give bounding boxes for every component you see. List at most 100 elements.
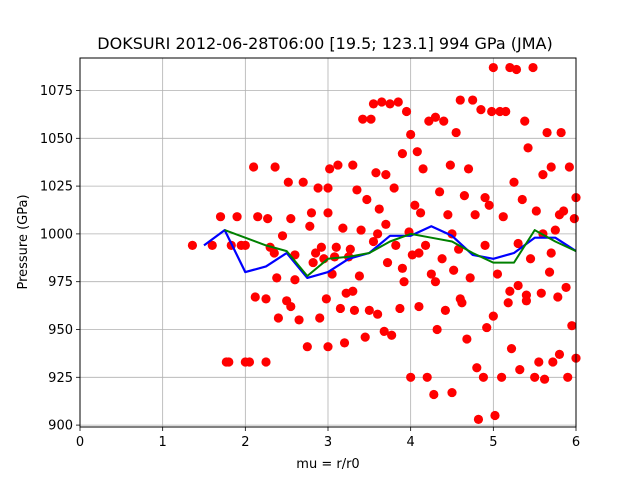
scatter-point xyxy=(397,148,407,159)
scatter-point xyxy=(435,187,445,197)
scatter-point xyxy=(339,338,350,348)
scatter-point xyxy=(325,164,335,174)
y-tick-label: 900 xyxy=(48,419,73,434)
scatter-point xyxy=(302,342,312,352)
scatter-point xyxy=(397,263,407,273)
scatter-point xyxy=(509,177,519,187)
scatter-point xyxy=(546,248,556,258)
scatter-point xyxy=(521,296,532,306)
scatter-point xyxy=(505,286,515,296)
scatter-point xyxy=(207,240,217,250)
chart-title: DOKSURI 2012-06-28T06:00 [19.5; 123.1] 9… xyxy=(97,34,552,53)
scatter-point xyxy=(358,114,368,124)
scatter-point xyxy=(391,240,401,250)
scatter-point xyxy=(455,95,465,105)
scatter-point xyxy=(415,208,426,218)
scatter-point xyxy=(414,248,424,258)
scatter-point xyxy=(323,208,333,218)
scatter-point xyxy=(249,162,259,172)
scatter-point xyxy=(563,372,573,382)
scatter-point xyxy=(338,223,348,233)
scatter-point xyxy=(482,322,492,333)
scatter-point xyxy=(473,414,484,424)
y-tick-label: 1050 xyxy=(40,132,73,147)
scatter-point xyxy=(447,387,457,398)
x-axis-label: mu = r/r0 xyxy=(296,457,359,472)
scatter-point xyxy=(187,240,198,250)
scatter-point xyxy=(311,248,321,258)
scatter-point xyxy=(517,194,527,205)
line-series xyxy=(203,225,577,279)
scatter-point xyxy=(270,162,280,172)
scatter-point xyxy=(356,225,366,235)
scatter-point xyxy=(480,240,490,250)
y-tick-label: 1075 xyxy=(40,84,73,99)
scatter-point xyxy=(316,242,326,252)
scatter-point xyxy=(513,238,523,249)
scatter-point xyxy=(406,372,416,382)
scatter-point xyxy=(321,294,331,304)
scatter-point xyxy=(539,374,550,384)
scatter-point xyxy=(447,229,457,239)
scatter-point xyxy=(440,305,450,315)
scatter-point xyxy=(501,106,511,117)
scatter-point xyxy=(368,99,379,109)
y-tick-label: 1025 xyxy=(40,180,73,195)
x-tick-label: 0 xyxy=(76,435,84,450)
scatter-point xyxy=(294,315,304,325)
scatter-point xyxy=(298,177,308,187)
scatter-point xyxy=(484,200,494,210)
scatter-point xyxy=(371,168,381,178)
scatter-point xyxy=(480,192,490,203)
scatter-point xyxy=(506,344,517,354)
scatter-point xyxy=(244,357,255,367)
scatter-point xyxy=(224,357,234,367)
scatter-point xyxy=(352,185,362,195)
scatter-point xyxy=(455,294,465,304)
scatter-point xyxy=(286,214,296,224)
scatter-point xyxy=(548,357,558,367)
scatter-point xyxy=(406,129,416,140)
green-series-line xyxy=(224,229,577,277)
scatter-point xyxy=(439,116,449,126)
scatter-point xyxy=(429,389,439,400)
scatter-point xyxy=(430,112,441,122)
scatter-point xyxy=(544,267,555,277)
scatter-point xyxy=(323,342,333,352)
scatter-point xyxy=(437,254,447,264)
scatter-point xyxy=(362,194,372,205)
scatter-point xyxy=(418,164,428,174)
scatter-point xyxy=(277,231,288,241)
x-tick-label: 3 xyxy=(324,435,332,450)
scatter-point xyxy=(488,62,498,73)
x-tick-label: 5 xyxy=(489,435,497,450)
scatter-point xyxy=(395,303,405,314)
scatter-point xyxy=(511,64,522,75)
scatter-point xyxy=(503,298,513,308)
scatter-point xyxy=(315,313,325,323)
scatter-point xyxy=(430,277,441,287)
y-tick-label: 975 xyxy=(48,275,73,290)
scatter-point xyxy=(553,292,563,302)
scatter-point xyxy=(385,99,395,109)
scatter-point xyxy=(381,219,391,229)
scatter-point xyxy=(488,311,498,321)
scatter-point xyxy=(306,208,317,218)
scatter-point xyxy=(451,127,461,138)
scatter-point xyxy=(290,275,300,285)
scatter-point xyxy=(374,204,384,214)
scatter-point xyxy=(330,252,340,262)
scatter-point xyxy=(414,301,424,312)
scatter-point xyxy=(286,301,296,312)
scatter-point xyxy=(272,273,282,283)
scatter-point xyxy=(476,105,486,115)
x-axis: 0 1 2 3 4 5 6 xyxy=(76,427,580,450)
scatter-point xyxy=(478,372,489,382)
scatter-point xyxy=(333,160,343,170)
x-tick-label: 1 xyxy=(159,435,167,450)
scatter-point xyxy=(564,162,574,172)
scatter-point xyxy=(240,240,250,250)
scatter-point xyxy=(561,282,571,293)
scatter-point xyxy=(470,210,480,220)
scatter-point xyxy=(487,106,497,117)
